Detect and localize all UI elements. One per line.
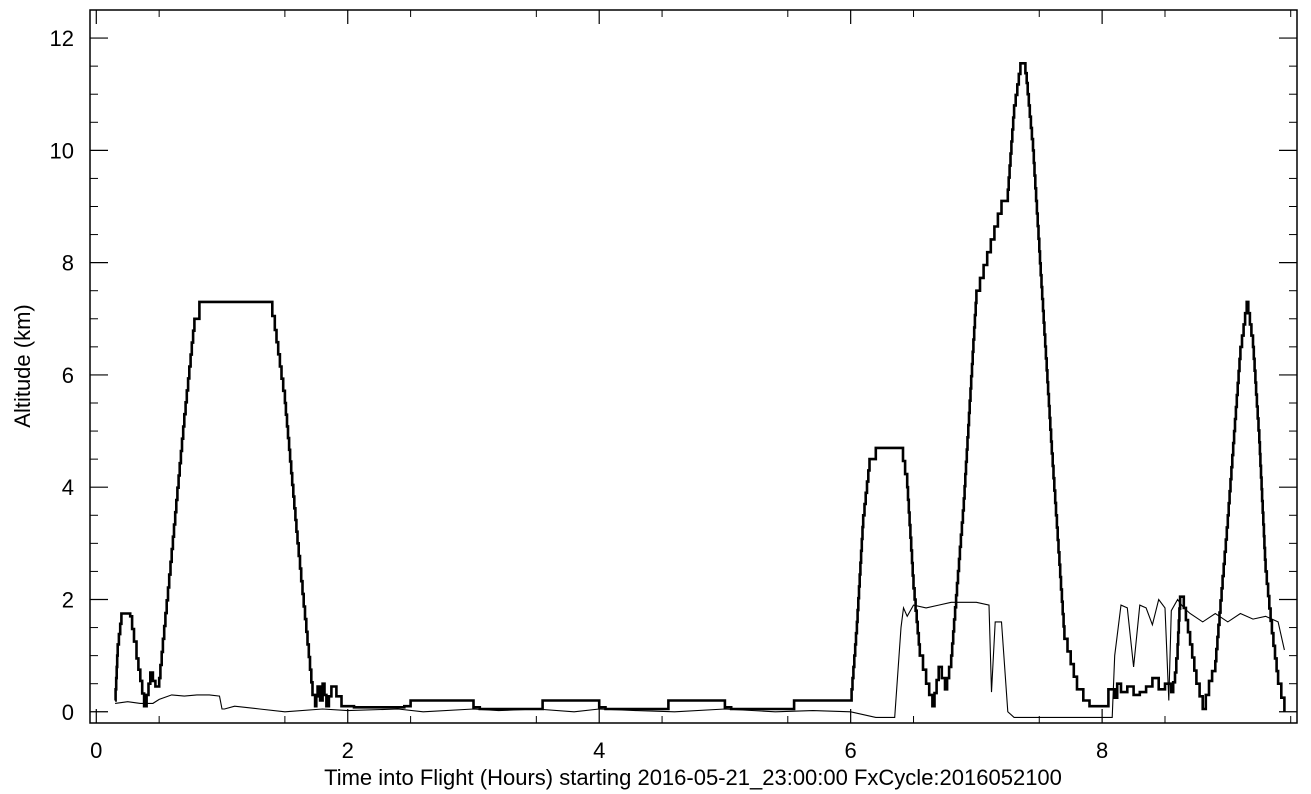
x-axis-title: Time into Flight (Hours) starting 2016-0… [324,765,1062,790]
y-tick-label: 4 [62,475,74,500]
x-tick-label: 2 [342,738,354,763]
x-tick-label: 8 [1096,738,1108,763]
y-tick-label: 6 [62,363,74,388]
y-tick-label: 0 [62,700,74,725]
y-tick-label: 12 [50,26,74,51]
x-tick-label: 0 [90,738,102,763]
plot-frame [89,9,1298,724]
series-line-thick [114,62,1286,712]
y-axis-title: Altitude (km) [10,304,35,427]
series-lines [114,62,1286,718]
y-tick-label: 2 [62,587,74,612]
y-tick-label: 10 [50,138,74,163]
y-tick-label: 8 [62,251,74,276]
x-tick-label: 4 [593,738,605,763]
x-tick-label: 6 [845,738,857,763]
tick-labels: 0 2 4 6 8 0 2 4 6 8 10 12 [50,26,1109,763]
series-line-thin [115,598,1285,718]
tick-marks [90,10,1297,723]
